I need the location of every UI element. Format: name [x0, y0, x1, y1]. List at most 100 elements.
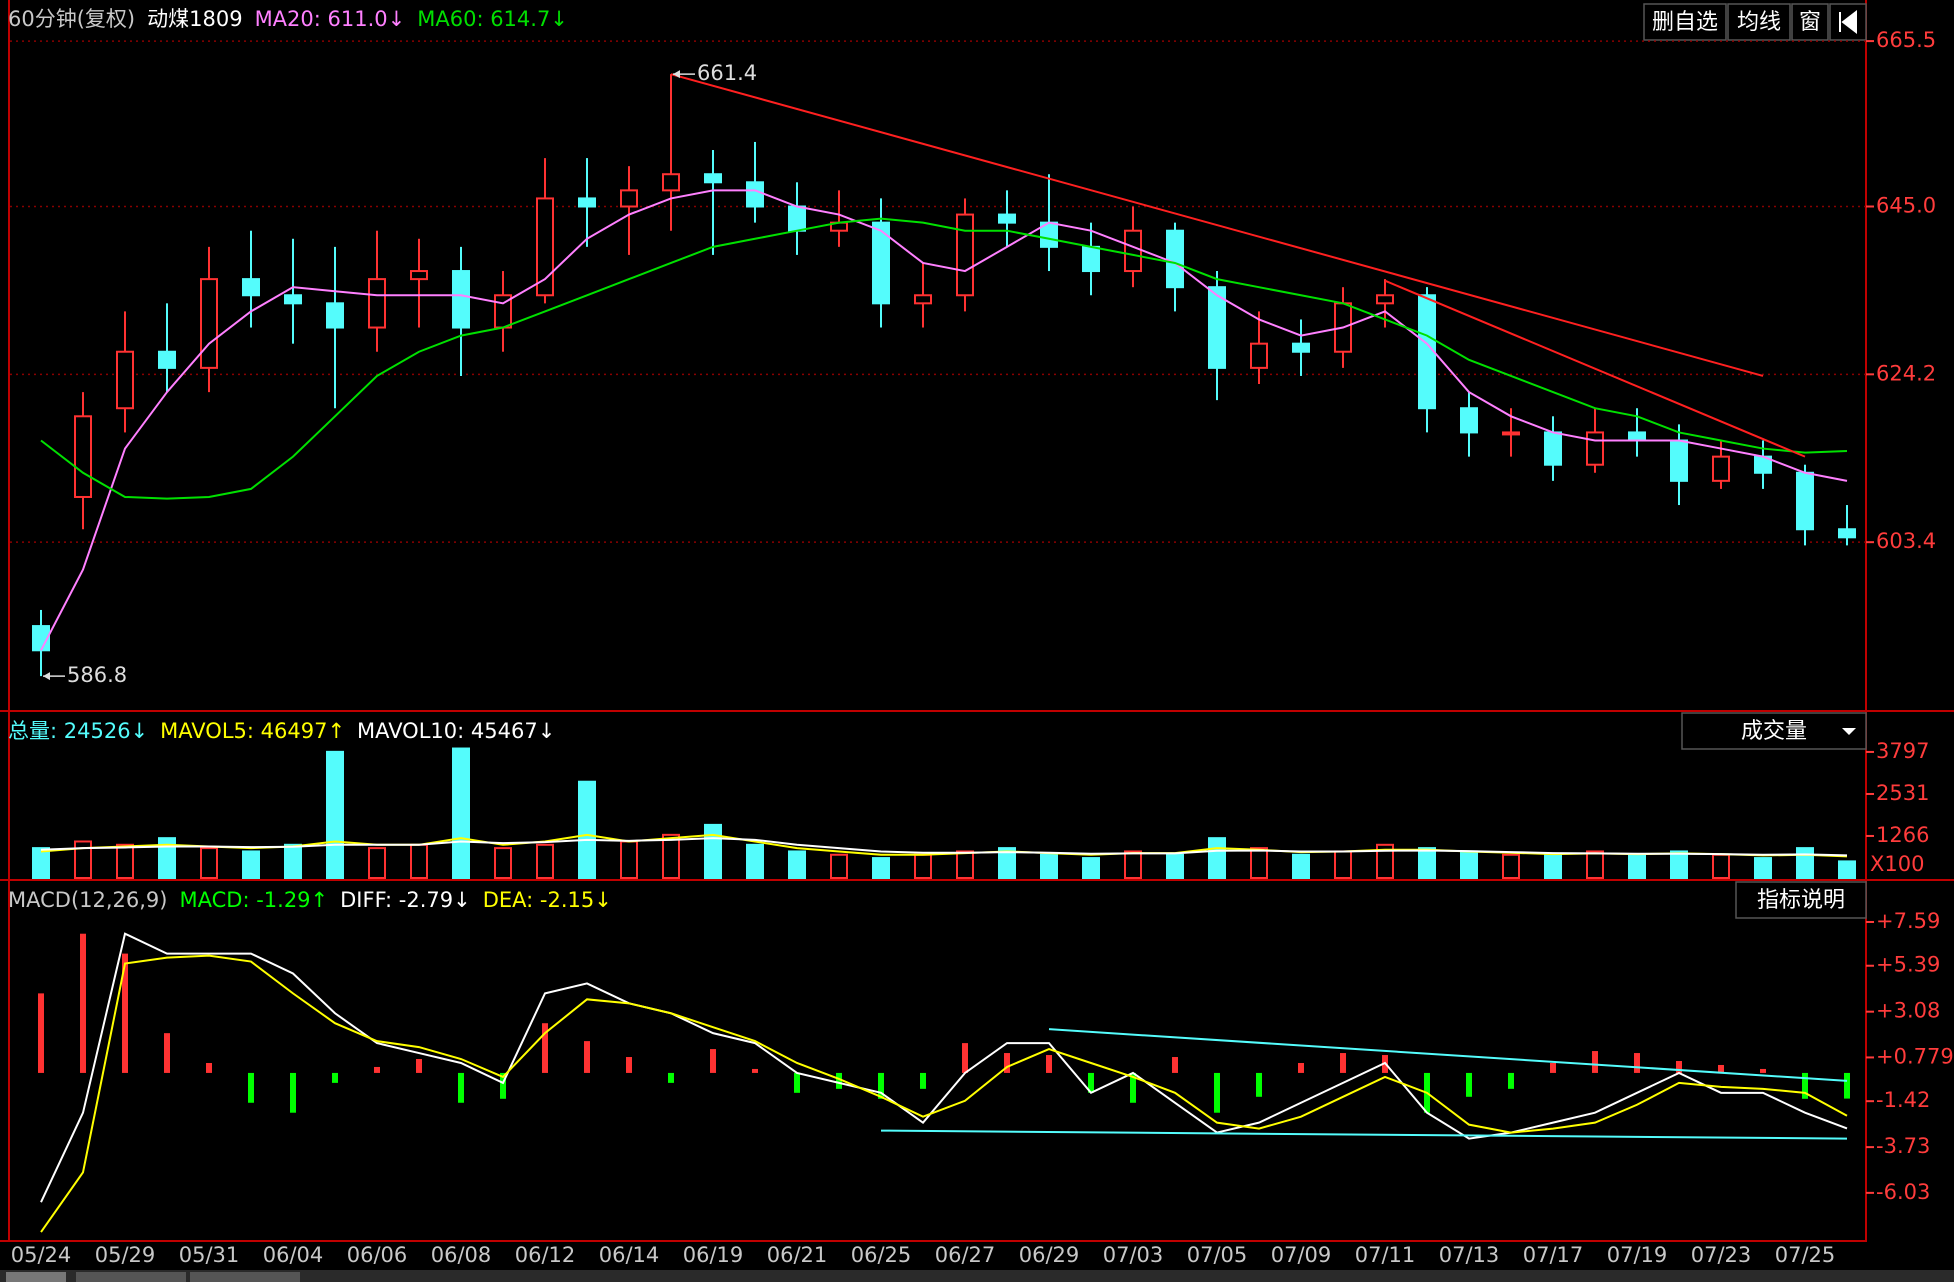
- volume-bar: [1040, 853, 1058, 879]
- candle-body: [704, 173, 722, 184]
- volume-bar: [1712, 853, 1730, 879]
- x-tick-label: 06/21: [767, 1243, 828, 1267]
- x-tick-label: 07/11: [1355, 1243, 1416, 1267]
- button[interactable]: [1681, 712, 1867, 750]
- macd-bar: [458, 1072, 464, 1103]
- y-tick-label: +5.39: [1876, 953, 1940, 977]
- candle-body: [1082, 245, 1100, 273]
- candle-body: [452, 270, 470, 329]
- x-tick-label: 06/06: [347, 1243, 408, 1267]
- macd-bar: [374, 1066, 380, 1073]
- volume-bar: [452, 747, 470, 879]
- volume-bar: [1166, 853, 1184, 879]
- candle-body: [74, 415, 92, 498]
- volume-bar: [74, 840, 92, 880]
- candle-body: [1208, 286, 1226, 369]
- button-label[interactable]: 成交量: [1741, 719, 1807, 744]
- tab[interactable]: [190, 1272, 300, 1282]
- annotation-label: 661.4: [697, 61, 757, 85]
- button-label[interactable]: 删自选: [1652, 10, 1718, 35]
- button[interactable]: [1791, 3, 1829, 41]
- macd-bar: [164, 1033, 170, 1073]
- y-tick-label: 3797: [1876, 739, 1929, 763]
- y-tick-label: -1.42: [1876, 1088, 1930, 1112]
- ma-line: [40, 217, 1848, 500]
- button[interactable]: [1727, 3, 1791, 41]
- legend-entry: MAVOL5: 46497↑: [160, 719, 345, 743]
- x-tick-label: 06/12: [515, 1243, 576, 1267]
- y-tick-label: +7.59: [1876, 909, 1940, 933]
- volume-bar: [116, 843, 134, 879]
- trend-line: [1048, 1028, 1848, 1082]
- legend-entry: DIFF: -2.79↓: [340, 888, 471, 912]
- x-tick-label: 07/17: [1523, 1243, 1584, 1267]
- macd-bar: [668, 1072, 674, 1083]
- button[interactable]: [1735, 881, 1867, 919]
- y-tick-label: 603.4: [1876, 529, 1936, 553]
- macd-bar: [1634, 1053, 1640, 1073]
- x-tick-label: 07/09: [1271, 1243, 1332, 1267]
- volume-bar: [704, 823, 722, 879]
- macd-bar: [626, 1057, 632, 1073]
- volume-bar: [830, 853, 848, 879]
- trend-line: [880, 1129, 1848, 1140]
- macd-bar: [1466, 1072, 1472, 1097]
- volume-bar: [158, 837, 176, 879]
- tab[interactable]: [6, 1272, 66, 1282]
- trend-line: [1384, 279, 1806, 458]
- volume-bar: [578, 780, 596, 880]
- macd-line: [40, 954, 1848, 1233]
- volume-bar: [1628, 853, 1646, 879]
- macd-bar: [1550, 1062, 1556, 1073]
- button-label[interactable]: 指标说明: [1757, 888, 1845, 913]
- x-tick-label: 06/19: [683, 1243, 744, 1267]
- macd-bar: [332, 1072, 338, 1083]
- macd-bar: [1802, 1072, 1808, 1099]
- x-tick-label: 06/25: [851, 1243, 912, 1267]
- button-label[interactable]: 窗: [1799, 10, 1821, 35]
- candle-body: [1628, 431, 1646, 442]
- macd-bar: [542, 1023, 548, 1073]
- legend-entry: MACD: -1.29↑: [180, 888, 329, 912]
- annotation-arrowhead: [43, 672, 50, 681]
- tab[interactable]: [76, 1272, 186, 1282]
- x-tick-label: 06/29: [1019, 1243, 1080, 1267]
- volume-bar: [326, 750, 344, 880]
- volume-bar: [1460, 850, 1478, 880]
- macd-bar: [248, 1072, 254, 1103]
- candle-body: [1796, 471, 1814, 531]
- legend-entry: MA60: 614.7↓: [417, 7, 568, 31]
- unit-label: X100: [1870, 852, 1924, 876]
- volume-bar: [1124, 850, 1142, 880]
- button-label[interactable]: 均线: [1737, 10, 1781, 35]
- macd-bar: [1088, 1072, 1094, 1093]
- x-tick-label: 07/03: [1103, 1243, 1164, 1267]
- candle-body: [1502, 431, 1520, 436]
- macd-bar: [80, 933, 86, 1073]
- bottom-tabs: [0, 1270, 1954, 1282]
- volume-bar: [1754, 857, 1772, 880]
- macd-bar: [836, 1072, 842, 1089]
- button[interactable]: [1643, 3, 1727, 41]
- candle-body: [662, 173, 680, 192]
- x-tick-label: 07/23: [1691, 1243, 1752, 1267]
- x-tick-label: 06/27: [935, 1243, 996, 1267]
- volume-bar: [788, 850, 806, 880]
- legend-entry: 总量: 24526↓: [8, 719, 148, 743]
- button-icon[interactable]: [1839, 9, 1857, 35]
- y-tick-label: 2531: [1876, 781, 1929, 805]
- annotation-arrowhead: [673, 70, 680, 79]
- y-tick-label: 624.2: [1876, 361, 1936, 385]
- candle-body: [536, 197, 554, 297]
- candle-body: [158, 350, 176, 369]
- candle-body: [1838, 528, 1856, 539]
- macd-bar: [1046, 1055, 1052, 1073]
- macd-bar: [1298, 1062, 1304, 1073]
- candle-body: [1124, 229, 1142, 273]
- candle-body: [1166, 229, 1184, 289]
- volume-bar: [32, 847, 50, 880]
- volume-bar: [1586, 850, 1604, 880]
- volume-bar: [1082, 857, 1100, 880]
- dropdown-icon[interactable]: [1842, 728, 1856, 735]
